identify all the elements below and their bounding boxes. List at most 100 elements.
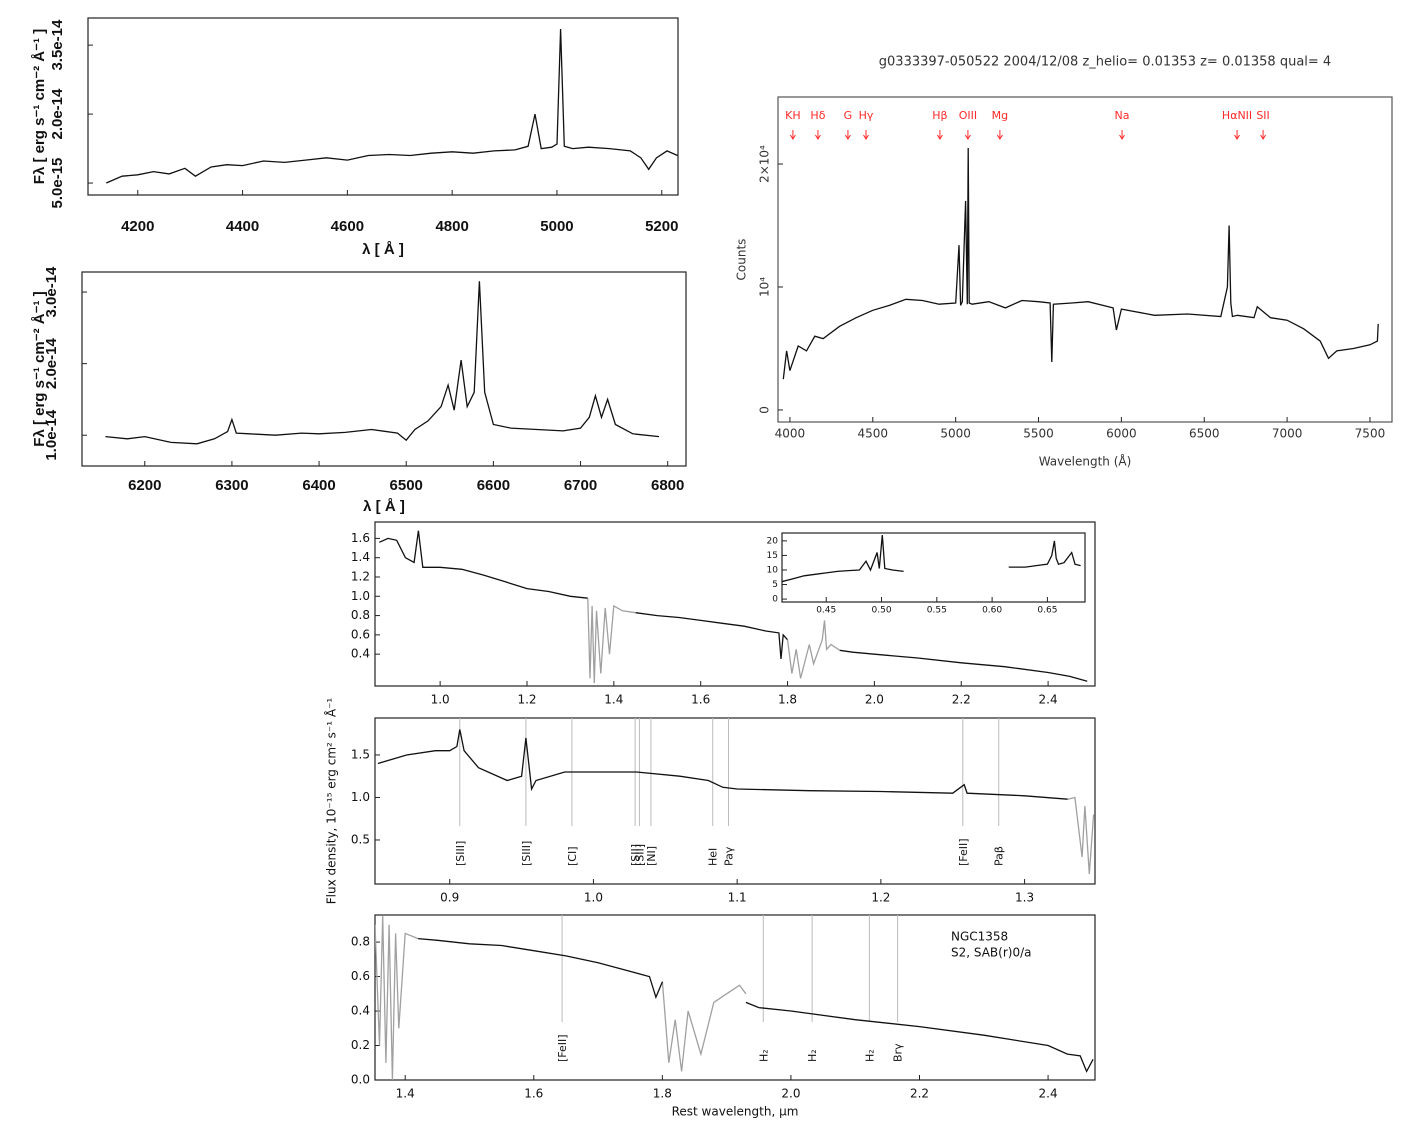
line-label: [FeII]	[556, 1034, 569, 1062]
feature-label: SII	[1256, 109, 1269, 122]
feature-label: G	[844, 109, 853, 122]
annotation: S2, SAB(r)0/a	[951, 946, 1032, 960]
x-tick-label: 1.0	[584, 891, 603, 905]
panel: 0.9 1.0 1.1 1.2 1.3 0.5 1.0 1.5 Flux density, 10…	[324, 698, 1096, 905]
x-tick-label: 6000	[1106, 427, 1137, 441]
feature-label: KH	[785, 109, 801, 122]
y-tick-label: 1.0	[351, 790, 370, 804]
feature-arrowhead	[936, 134, 943, 140]
spectrum-line	[375, 916, 747, 1080]
y-axis-title: Counts	[735, 239, 749, 281]
feature-label: Hβ	[932, 109, 947, 122]
x-tick-label: 1.6	[691, 693, 710, 707]
y-axis-title: Flux density, 10⁻¹⁵ erg cm² s⁻¹ Å⁻¹	[324, 698, 339, 905]
x-tick-label: 1.8	[653, 1087, 672, 1101]
y-tick-label: 0.4	[351, 1004, 370, 1018]
line-label: [FeII]	[957, 838, 970, 866]
x-axis-title: Wavelength (Å)	[1039, 454, 1132, 469]
spectrum-line	[1067, 796, 1095, 875]
x-tick-label: 6400	[302, 477, 335, 494]
y-tick-label: 3.5e-14	[49, 19, 66, 71]
spectrum-line	[105, 281, 660, 445]
x-tick-label: 6800	[651, 477, 684, 494]
y-tick-label: 15	[767, 551, 778, 561]
x-tick-label: 0.60	[982, 606, 1002, 616]
line-label: [NI]	[645, 846, 658, 866]
x-tick-label: 2.0	[865, 693, 884, 707]
y-tick-label: 1.0	[351, 589, 370, 603]
feature-label: Hδ	[810, 109, 825, 122]
x-tick-label: 1.2	[517, 693, 536, 707]
x-tick-label: 4600	[331, 218, 364, 235]
chart-title: g0333397-050522 2004/12/08 z_helio= 0.01…	[879, 55, 1331, 70]
x-tick-label: 5500	[1023, 427, 1054, 441]
x-tick-label: 2.0	[781, 1087, 800, 1101]
y-tick-label: 1.6	[351, 531, 370, 545]
feature-arrowhead	[996, 134, 1003, 140]
spectrum-line	[379, 530, 1088, 682]
y-tick-label: 0.8	[351, 608, 370, 622]
panel: 6200 6300 6400 6500 6600 6700 6800 1.0e-14 2.0e-…	[31, 266, 687, 515]
y-tick-label: 0.4	[351, 647, 370, 661]
y-tick-label: 0	[772, 595, 778, 605]
y-tick-label: 1.2	[351, 569, 370, 583]
y-tick-label: 1.0e-14	[43, 409, 60, 461]
y-tick-label: 1.5	[351, 747, 370, 761]
y-tick-label: 5	[772, 580, 778, 590]
x-tick-label: 1.3	[1015, 891, 1034, 905]
y-tick-label: 10	[767, 565, 779, 575]
plot-frame	[374, 521, 1096, 687]
y-tick-label: 0.0	[351, 1073, 370, 1087]
x-tick-label: 0.9	[440, 891, 459, 905]
line-label: [SII]	[633, 844, 646, 866]
line-label: [SIII]	[520, 841, 533, 866]
feature-label: Mg	[992, 109, 1008, 122]
feature-arrowhead	[815, 134, 821, 140]
line-label: H₂	[757, 1049, 770, 1062]
x-tick-label: 0.45	[816, 606, 836, 616]
spectrum-line	[587, 598, 841, 684]
x-tick-label: 1.0	[431, 693, 450, 707]
feature-arrowhead	[863, 134, 869, 140]
x-axis-title: λ [ Å ]	[362, 241, 404, 258]
panel: 4200 4400 4600 4800 5000 5200 5.0e-15 2.0e-14 3.…	[31, 17, 679, 258]
x-tick-label: 2.2	[910, 1087, 929, 1101]
line-label: [CI]	[566, 846, 579, 866]
spectrum-line	[782, 534, 1081, 583]
feature-arrowhead	[1234, 134, 1240, 140]
x-tick-label: 2.4	[1039, 693, 1058, 707]
y-tick-label: 2.0e-14	[43, 338, 60, 390]
y-tick-label: 10⁴	[758, 277, 772, 297]
x-tick-label: 7000	[1272, 427, 1303, 441]
x-tick-label: 5000	[540, 218, 573, 235]
feature-arrowhead	[964, 134, 971, 140]
x-tick-label: 1.6	[524, 1087, 543, 1101]
y-tick-label: 1.4	[351, 550, 370, 564]
x-tick-label: 6600	[477, 477, 510, 494]
plot-frame	[374, 914, 1096, 1081]
x-tick-label: 1.2	[871, 891, 890, 905]
feature-label: HαNII	[1222, 109, 1252, 122]
feature-label: Hγ	[859, 109, 874, 122]
y-tick-label: 20	[767, 536, 779, 546]
y-tick-label: 5.0e-15	[49, 158, 66, 209]
x-tick-label: 5000	[940, 427, 971, 441]
spectrum-line	[377, 729, 1068, 800]
line-label: [SII]	[629, 844, 642, 866]
plot-frame	[87, 17, 679, 196]
x-tick-label: 2.2	[952, 693, 971, 707]
y-axis-title: Fλ [ erg s⁻¹ cm⁻² Å⁻¹ ]	[31, 29, 48, 184]
y-tick-label: 2.0e-14	[49, 88, 66, 140]
x-tick-label: 4200	[121, 218, 154, 235]
line-label: H₂	[806, 1049, 819, 1062]
feature-arrowhead	[1260, 134, 1266, 140]
x-tick-label: 1.1	[728, 891, 747, 905]
plot-frame	[781, 532, 1086, 603]
plot-frame	[81, 271, 687, 467]
x-tick-label: 4500	[858, 427, 889, 441]
x-tick-label: 5200	[645, 218, 678, 235]
x-tick-label: 6500	[390, 477, 423, 494]
x-tick-label: 6700	[564, 477, 597, 494]
x-tick-label: 0.65	[1037, 606, 1057, 616]
y-tick-label: 3.0e-14	[43, 266, 60, 318]
